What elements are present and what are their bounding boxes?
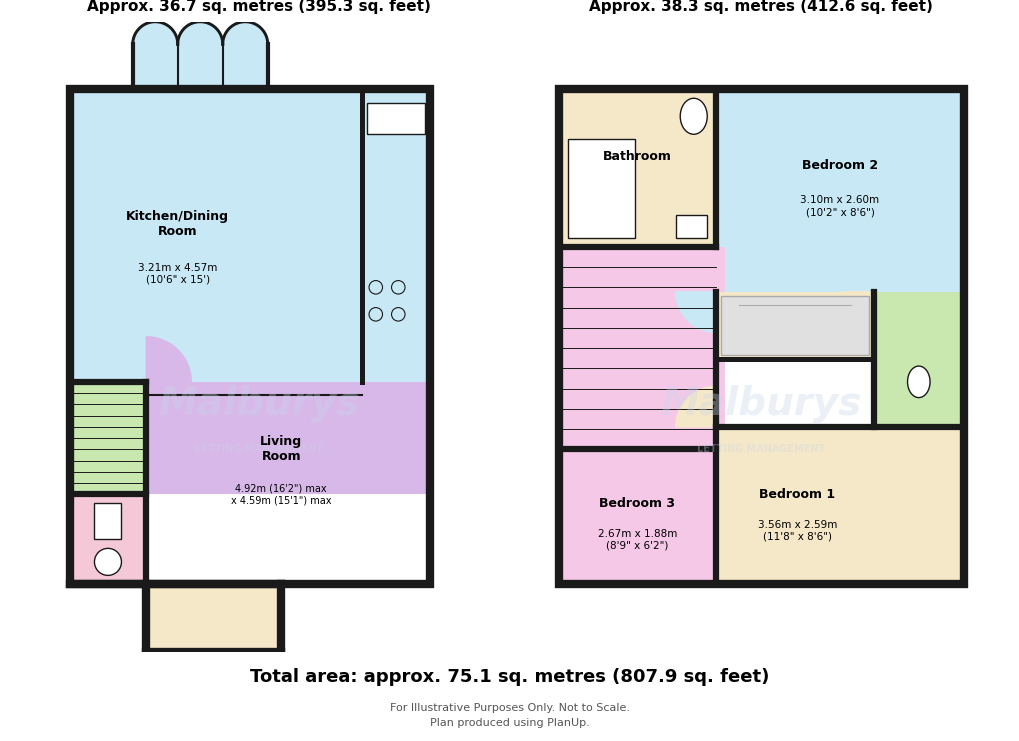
Bar [715, 427, 963, 585]
Circle shape [95, 548, 121, 575]
Text: 3.21m x 4.57m
(10'6" x 15'): 3.21m x 4.57m (10'6" x 15') [138, 263, 217, 285]
Polygon shape [675, 292, 715, 332]
Polygon shape [222, 21, 268, 44]
Text: LETTING MANAGEMENT: LETTING MANAGEMENT [697, 445, 824, 454]
Text: LETTING MANAGEMENT: LETTING MANAGEMENT [195, 445, 322, 454]
Bar [69, 382, 146, 494]
Bar [362, 89, 429, 382]
Bar [558, 247, 725, 449]
Text: Total area: approx. 75.1 sq. metres (807.9 sq. feet): Total area: approx. 75.1 sq. metres (807… [250, 668, 769, 685]
Polygon shape [177, 21, 222, 44]
Text: Plan produced using PlanUp.: Plan produced using PlanUp. [430, 718, 589, 728]
Polygon shape [132, 21, 177, 44]
Bar [675, 216, 706, 238]
Title: First Floor
Approx. 38.3 sq. metres (412.6 sq. feet): First Floor Approx. 38.3 sq. metres (412… [589, 0, 932, 13]
Bar [69, 494, 146, 585]
Text: 3.10m x 2.60m
(10'2" x 8'6"): 3.10m x 2.60m (10'2" x 8'6") [800, 196, 878, 217]
Text: Living
Room: Living Room [260, 436, 302, 463]
Polygon shape [842, 292, 873, 323]
Polygon shape [675, 449, 715, 490]
Polygon shape [227, 607, 281, 661]
Text: Bedroom 1: Bedroom 1 [758, 488, 835, 501]
Bar [558, 449, 715, 585]
Text: For Illustrative Purposes Only. Not to Scale.: For Illustrative Purposes Only. Not to S… [389, 703, 630, 714]
Polygon shape [146, 337, 191, 382]
Bar [568, 139, 635, 238]
Text: Malburys: Malburys [660, 385, 861, 423]
Bar [69, 89, 429, 585]
Title: Ground Floor
Approx. 36.7 sq. metres (395.3 sq. feet): Ground Floor Approx. 36.7 sq. metres (39… [87, 0, 430, 13]
Text: 3.56m x 2.59m
(11'8" x 8'6"): 3.56m x 2.59m (11'8" x 8'6") [757, 519, 837, 541]
Bar [146, 382, 429, 494]
Text: Kitchen/Dining
Room: Kitchen/Dining Room [126, 210, 229, 239]
Bar [558, 89, 963, 585]
Bar [95, 503, 121, 539]
Bar [367, 103, 425, 134]
Bar [873, 292, 963, 427]
Text: Bedroom 2: Bedroom 2 [801, 159, 877, 173]
Polygon shape [675, 386, 715, 427]
Bar [715, 292, 873, 359]
Bar [558, 89, 715, 247]
Ellipse shape [680, 99, 706, 134]
Text: 2.67m x 1.88m
(8'9" x 6'2"): 2.67m x 1.88m (8'9" x 6'2") [597, 528, 677, 550]
Bar [715, 89, 963, 292]
Bar [132, 44, 268, 89]
Text: Bedroom 3: Bedroom 3 [599, 497, 675, 510]
Text: Malburys: Malburys [158, 385, 359, 423]
Bar [720, 296, 868, 355]
Bar [146, 585, 281, 652]
Text: 4.92m (16'2") max
x 4.59m (15'1") max: 4.92m (16'2") max x 4.59m (15'1") max [230, 484, 331, 505]
Ellipse shape [907, 366, 929, 398]
Text: Bathroom: Bathroom [602, 150, 672, 163]
Bar [69, 89, 362, 382]
